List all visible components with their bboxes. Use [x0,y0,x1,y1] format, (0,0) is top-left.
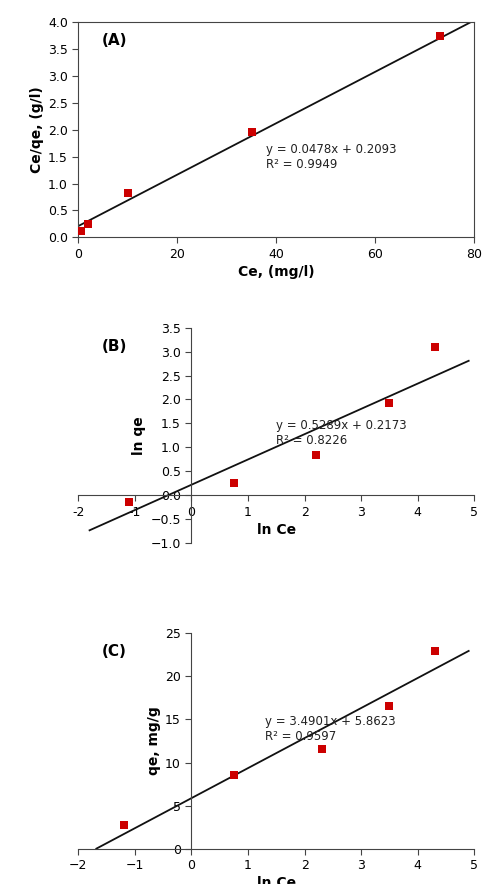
Point [229,768,237,782]
Point [77,225,84,239]
Text: (B): (B) [102,339,127,354]
Point [430,644,438,658]
X-axis label: ln Ce: ln Ce [256,876,295,884]
Point [430,339,438,354]
Text: y = 3.4901x + 5.8623
R² = 0.9597: y = 3.4901x + 5.8623 R² = 0.9597 [264,715,395,743]
Text: y = 0.0478x + 0.2093
R² = 0.9949: y = 0.0478x + 0.2093 R² = 0.9949 [266,143,396,171]
Point [123,186,131,200]
X-axis label: Ce, (mg/l): Ce, (mg/l) [238,265,314,279]
Point [435,29,443,43]
Point [84,217,92,232]
Point [385,698,392,713]
Point [247,126,255,140]
Point [120,819,127,833]
X-axis label: ln Ce: ln Ce [256,522,295,537]
Text: y = 0.5289x + 0.2173
R² = 0.8226: y = 0.5289x + 0.2173 R² = 0.8226 [276,419,406,446]
Y-axis label: Ce/qe, (g/l): Ce/qe, (g/l) [30,87,43,173]
Point [229,476,237,491]
Point [317,742,325,756]
Text: (C): (C) [102,644,126,659]
Point [311,448,319,462]
Point [125,495,133,509]
Text: (A): (A) [102,33,127,48]
Y-axis label: qe, mg/g: qe, mg/g [147,706,161,775]
Y-axis label: ln qe: ln qe [132,416,146,454]
Point [385,396,392,410]
